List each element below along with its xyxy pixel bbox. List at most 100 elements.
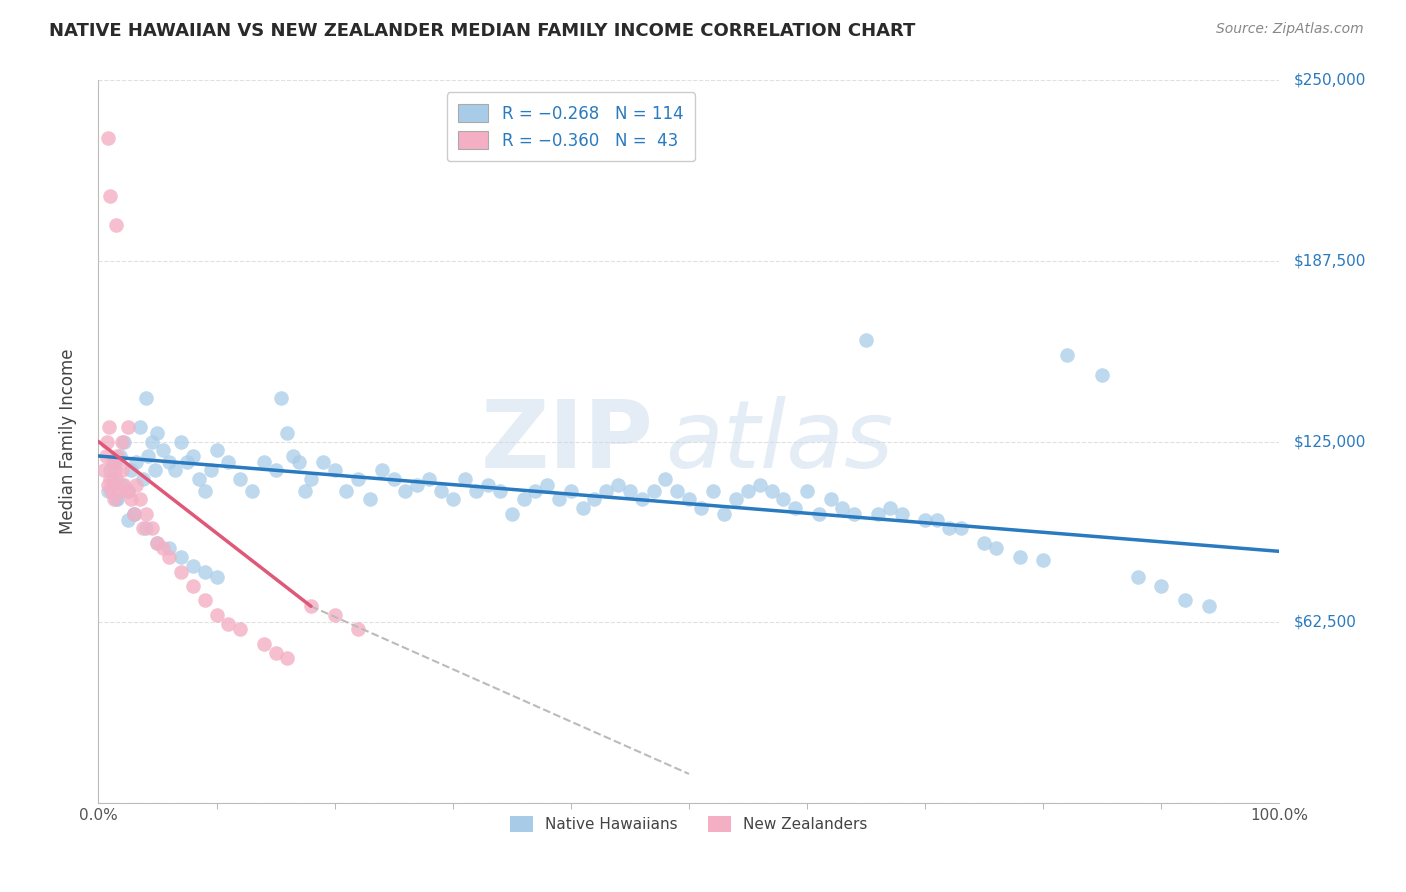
Point bbox=[347, 623, 370, 637]
Point bbox=[105, 449, 128, 463]
Point bbox=[299, 472, 322, 486]
Point bbox=[925, 512, 948, 526]
Point bbox=[630, 492, 652, 507]
Point bbox=[97, 483, 120, 498]
Point bbox=[270, 391, 292, 405]
Point bbox=[117, 512, 139, 526]
Point bbox=[418, 472, 440, 486]
Text: Source: ZipAtlas.com: Source: ZipAtlas.com bbox=[1216, 22, 1364, 37]
Point bbox=[501, 507, 523, 521]
Point bbox=[1174, 593, 1197, 607]
Point bbox=[276, 425, 298, 440]
Point bbox=[111, 434, 134, 449]
Point bbox=[122, 507, 145, 521]
Point bbox=[772, 492, 794, 507]
Point bbox=[205, 607, 228, 622]
Point bbox=[97, 478, 120, 492]
Point bbox=[117, 483, 139, 498]
Point bbox=[135, 507, 157, 521]
Point bbox=[725, 492, 748, 507]
Point bbox=[128, 492, 150, 507]
Point bbox=[136, 449, 159, 463]
Point bbox=[276, 651, 298, 665]
Point bbox=[98, 472, 121, 486]
Point bbox=[394, 483, 416, 498]
Point bbox=[689, 501, 711, 516]
Text: ZIP: ZIP bbox=[481, 395, 654, 488]
Point bbox=[1198, 599, 1220, 614]
Point bbox=[831, 501, 853, 516]
Point bbox=[121, 492, 143, 507]
Point bbox=[104, 463, 127, 477]
Point bbox=[176, 455, 198, 469]
Point bbox=[283, 449, 305, 463]
Point bbox=[229, 472, 252, 486]
Point bbox=[128, 420, 150, 434]
Point bbox=[111, 463, 134, 477]
Point bbox=[807, 507, 830, 521]
Point bbox=[288, 455, 311, 469]
Point bbox=[702, 483, 724, 498]
Point bbox=[524, 483, 547, 498]
Point bbox=[820, 492, 842, 507]
Point bbox=[141, 521, 163, 535]
Point bbox=[583, 492, 606, 507]
Point bbox=[98, 189, 121, 203]
Point bbox=[108, 483, 131, 498]
Point bbox=[194, 483, 217, 498]
Point bbox=[122, 507, 145, 521]
Point bbox=[101, 472, 124, 486]
Point bbox=[165, 463, 187, 477]
Point bbox=[96, 434, 118, 449]
Point bbox=[111, 478, 134, 492]
Point bbox=[143, 463, 166, 477]
Point bbox=[117, 483, 139, 498]
Point bbox=[560, 483, 582, 498]
Point bbox=[1091, 368, 1114, 382]
Point bbox=[181, 558, 204, 573]
Point bbox=[253, 637, 276, 651]
Point bbox=[571, 501, 593, 516]
Point bbox=[866, 507, 889, 521]
Point bbox=[844, 507, 866, 521]
Point bbox=[229, 623, 252, 637]
Point bbox=[678, 492, 700, 507]
Point bbox=[294, 483, 316, 498]
Point bbox=[796, 483, 818, 498]
Point bbox=[132, 521, 155, 535]
Point bbox=[312, 455, 335, 469]
Point bbox=[170, 550, 193, 565]
Point bbox=[103, 492, 125, 507]
Point bbox=[323, 463, 346, 477]
Point bbox=[855, 334, 877, 348]
Point bbox=[240, 483, 263, 498]
Point bbox=[666, 483, 689, 498]
Point bbox=[170, 565, 193, 579]
Point bbox=[1126, 570, 1149, 584]
Point bbox=[217, 616, 239, 631]
Point bbox=[264, 463, 287, 477]
Text: NATIVE HAWAIIAN VS NEW ZEALANDER MEDIAN FAMILY INCOME CORRELATION CHART: NATIVE HAWAIIAN VS NEW ZEALANDER MEDIAN … bbox=[49, 22, 915, 40]
Y-axis label: Median Family Income: Median Family Income bbox=[59, 349, 77, 534]
Point bbox=[101, 455, 124, 469]
Point bbox=[132, 472, 155, 486]
Text: atlas: atlas bbox=[665, 396, 894, 487]
Point bbox=[595, 483, 617, 498]
Point bbox=[347, 472, 370, 486]
Point bbox=[181, 449, 204, 463]
Point bbox=[914, 512, 936, 526]
Point bbox=[146, 535, 169, 549]
Point bbox=[157, 550, 180, 565]
Point bbox=[406, 478, 429, 492]
Point bbox=[98, 420, 121, 434]
Point bbox=[205, 443, 228, 458]
Point bbox=[607, 478, 630, 492]
Point bbox=[187, 472, 209, 486]
Point bbox=[264, 646, 287, 660]
Text: $250,000: $250,000 bbox=[1294, 73, 1365, 87]
Point bbox=[146, 425, 169, 440]
Point bbox=[949, 521, 972, 535]
Point bbox=[135, 391, 157, 405]
Point bbox=[654, 472, 676, 486]
Text: $187,500: $187,500 bbox=[1294, 253, 1365, 268]
